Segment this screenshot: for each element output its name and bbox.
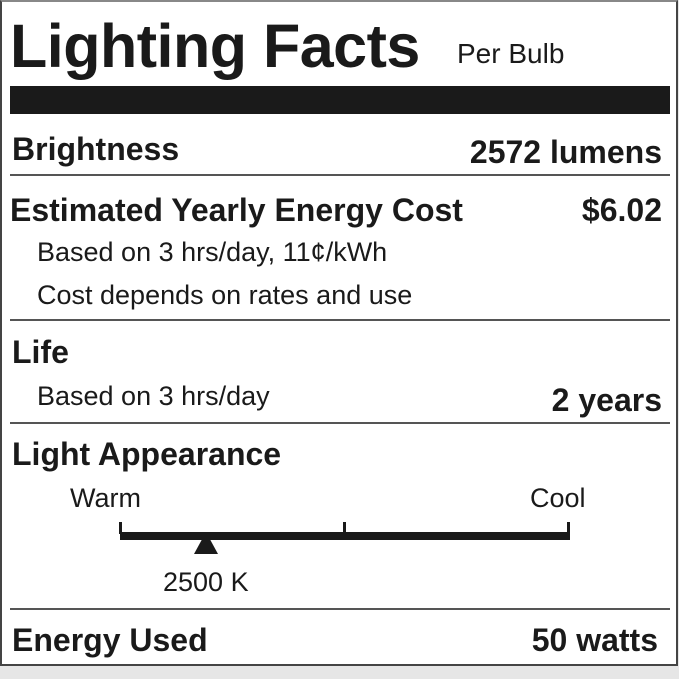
temperature-value: 2500 K	[163, 567, 249, 597]
cost-label: Estimated Yearly Energy Cost	[10, 192, 463, 228]
label-subtitle: Per Bulb	[457, 38, 565, 69]
cool-label: Cool	[530, 483, 586, 513]
divider	[10, 319, 670, 321]
scale-tick	[119, 522, 122, 534]
color-temperature-scale	[120, 532, 570, 540]
energy-label: Energy Used	[12, 622, 208, 658]
life-note: Based on 3 hrs/day	[37, 381, 270, 411]
scale-tick	[343, 522, 346, 534]
warm-label: Warm	[70, 483, 141, 513]
life-label: Life	[12, 334, 69, 370]
header-bar	[10, 86, 670, 114]
energy-value: 50 watts	[531, 622, 658, 658]
scale-tick	[567, 522, 570, 534]
cost-note-1: Based on 3 hrs/day, 11¢/kWh	[37, 237, 388, 267]
brightness-value: 2572 lumens	[469, 134, 662, 170]
appearance-label: Light Appearance	[12, 436, 282, 472]
divider	[10, 422, 670, 424]
divider	[10, 174, 670, 176]
cost-note-2: Cost depends on rates and use	[37, 280, 413, 310]
life-value: 2 years	[551, 382, 662, 418]
divider	[10, 608, 670, 610]
temperature-marker-icon	[194, 532, 218, 554]
brightness-label: Brightness	[12, 131, 180, 167]
cost-value: $6.02	[581, 192, 662, 228]
label-title: Lighting Facts	[10, 12, 420, 80]
lighting-facts-label: Lighting Facts Per Bulb Brightness 2572 …	[0, 0, 678, 666]
